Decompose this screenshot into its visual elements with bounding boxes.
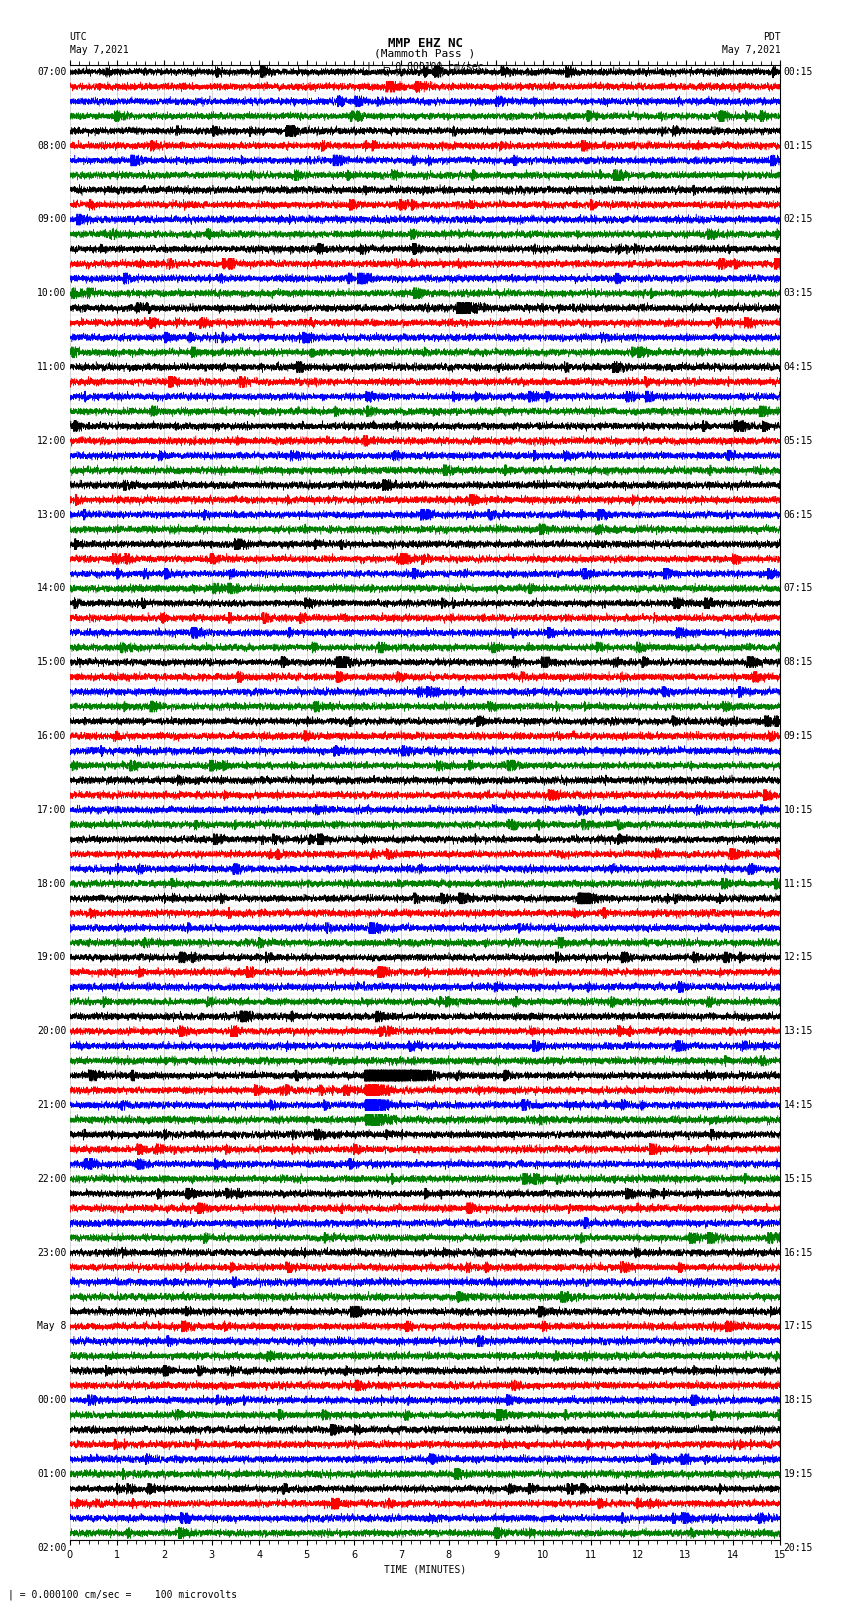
- Text: 16:15: 16:15: [784, 1247, 813, 1258]
- Text: PDT: PDT: [762, 32, 780, 42]
- Text: 08:00: 08:00: [37, 140, 66, 150]
- Text: 18:00: 18:00: [37, 879, 66, 889]
- Text: 02:15: 02:15: [784, 215, 813, 224]
- Text: 15:00: 15:00: [37, 656, 66, 668]
- Text: 02:00: 02:00: [37, 1542, 66, 1553]
- Text: 00:15: 00:15: [784, 66, 813, 77]
- Text: (Mammoth Pass ): (Mammoth Pass ): [374, 48, 476, 58]
- Text: 23:00: 23:00: [37, 1247, 66, 1258]
- Text: 19:00: 19:00: [37, 952, 66, 963]
- Text: 16:00: 16:00: [37, 731, 66, 740]
- Text: 01:00: 01:00: [37, 1469, 66, 1479]
- Text: 08:15: 08:15: [784, 656, 813, 668]
- Text: 05:15: 05:15: [784, 436, 813, 445]
- Text: 17:15: 17:15: [784, 1321, 813, 1331]
- Text: 11:15: 11:15: [784, 879, 813, 889]
- Text: 03:15: 03:15: [784, 289, 813, 298]
- Text: | = 0.000100 cm/sec =    100 microvolts: | = 0.000100 cm/sec = 100 microvolts: [8, 1589, 238, 1600]
- Text: 12:00: 12:00: [37, 436, 66, 445]
- Text: 10:00: 10:00: [37, 289, 66, 298]
- Text: 10:15: 10:15: [784, 805, 813, 815]
- Text: 11:00: 11:00: [37, 361, 66, 373]
- Text: 14:00: 14:00: [37, 584, 66, 594]
- Text: UTC: UTC: [70, 32, 88, 42]
- Text: 12:15: 12:15: [784, 952, 813, 963]
- Text: 01:15: 01:15: [784, 140, 813, 150]
- Text: 07:15: 07:15: [784, 584, 813, 594]
- Text: May 8: May 8: [37, 1321, 66, 1331]
- Text: 00:00: 00:00: [37, 1395, 66, 1405]
- Text: 18:15: 18:15: [784, 1395, 813, 1405]
- Text: 06:15: 06:15: [784, 510, 813, 519]
- Text: 09:15: 09:15: [784, 731, 813, 740]
- Text: 20:15: 20:15: [784, 1542, 813, 1553]
- Text: 19:15: 19:15: [784, 1469, 813, 1479]
- Text: 14:15: 14:15: [784, 1100, 813, 1110]
- Text: May 7,2021: May 7,2021: [70, 45, 128, 55]
- Text: 13:15: 13:15: [784, 1026, 813, 1036]
- Text: 17:00: 17:00: [37, 805, 66, 815]
- Text: MMP EHZ NC: MMP EHZ NC: [388, 37, 462, 50]
- Text: 13:00: 13:00: [37, 510, 66, 519]
- Text: 20:00: 20:00: [37, 1026, 66, 1036]
- Text: 15:15: 15:15: [784, 1174, 813, 1184]
- Text: 07:00: 07:00: [37, 66, 66, 77]
- Text: 04:15: 04:15: [784, 361, 813, 373]
- Text: 22:00: 22:00: [37, 1174, 66, 1184]
- Text: May 7,2021: May 7,2021: [722, 45, 780, 55]
- Text: 21:00: 21:00: [37, 1100, 66, 1110]
- X-axis label: TIME (MINUTES): TIME (MINUTES): [384, 1565, 466, 1574]
- Text: 09:00: 09:00: [37, 215, 66, 224]
- Text: |  = 0.000100 cm/sec: | = 0.000100 cm/sec: [366, 61, 484, 73]
